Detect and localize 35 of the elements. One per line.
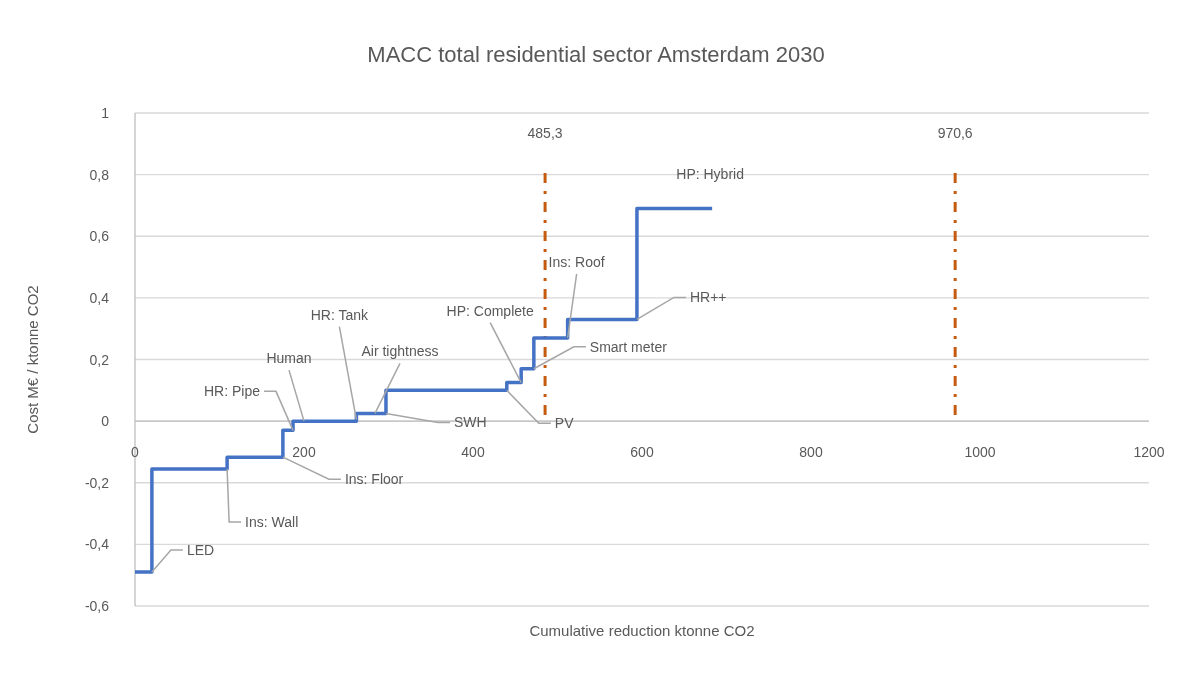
y-tick-label: 0,6: [89, 228, 110, 245]
annotation: HP: Hybrid: [676, 165, 744, 182]
y-tick-label: 1: [101, 105, 110, 121]
y-tick-label: -0,6: [84, 598, 110, 614]
x-tick-label: 800: [799, 444, 823, 461]
x-axis-title: Cumulative reduction ktonne CO2: [529, 622, 755, 639]
annotation: Air tightness: [361, 343, 439, 360]
y-tick-label: 0,4: [89, 289, 110, 306]
chart-title: MACC total residential sector Amsterdam 2030: [367, 42, 825, 67]
annotation: Smart meter: [589, 338, 668, 355]
annotation: Ins: Floor: [344, 471, 404, 488]
x-tick-label: 200: [292, 444, 316, 461]
y-tick-label: -0,2: [84, 474, 110, 491]
annotation: Human: [266, 350, 312, 367]
y-tick-label: 0: [101, 413, 110, 430]
annotation: PV: [554, 415, 575, 432]
annotation: HP: Complete: [446, 302, 534, 319]
x-tick-label: 1000: [964, 444, 996, 461]
x-tick-label: 400: [461, 444, 485, 461]
x-tick-label: 1200: [1133, 444, 1165, 461]
y-tick-label: -0,4: [84, 536, 110, 553]
ref-line-label: 485,3: [527, 125, 563, 141]
annotation: HR: Pipe: [203, 383, 261, 400]
y-tick-label: 0,8: [89, 166, 110, 183]
annotation: Ins: Wall: [245, 513, 299, 530]
annotation: Ins: Roof: [548, 253, 605, 270]
y-tick-label: 0,2: [89, 351, 110, 368]
annotation: HR: Tank: [310, 306, 370, 323]
x-tick-label: 0: [131, 444, 140, 461]
y-axis-title: Cost M€ / ktonne CO2: [24, 285, 41, 434]
x-tick-label: 600: [630, 444, 654, 461]
annotation: HR++: [689, 289, 727, 306]
annotation: SWH: [453, 414, 487, 431]
annotation: LED: [186, 542, 215, 559]
ref-line-label: 970,6: [937, 125, 973, 141]
